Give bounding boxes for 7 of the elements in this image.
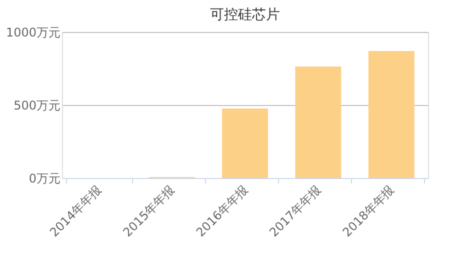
y-tick-label: 1000万元 xyxy=(6,26,60,40)
chart-title: 可控硅芯片 xyxy=(210,7,280,23)
y-tick-label: 500万元 xyxy=(14,98,60,112)
bar xyxy=(368,50,414,178)
y-tick-label: 0万元 xyxy=(28,172,60,186)
bar xyxy=(295,66,342,178)
bar xyxy=(222,108,268,178)
